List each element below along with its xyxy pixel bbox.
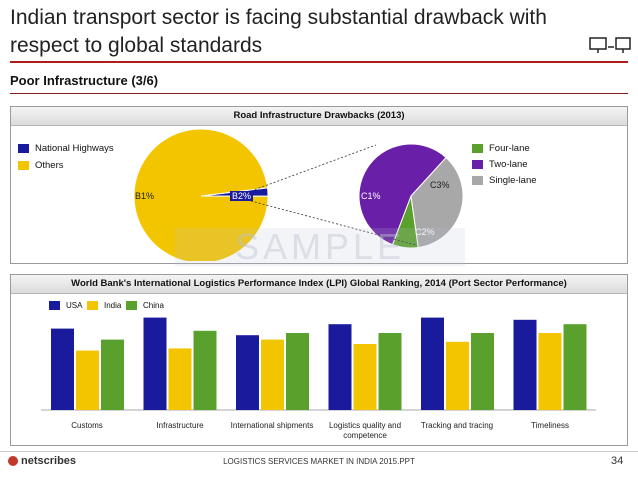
x-tick-label: Customs <box>71 421 103 430</box>
page-number: 34 <box>611 455 624 467</box>
sample-watermark: SAMPLE <box>175 228 465 266</box>
lpi-panel-title: World Bank's International Logistics Per… <box>11 275 627 294</box>
label-b2: B2% <box>230 191 254 201</box>
legend-four-lane: Four-lane <box>472 143 530 154</box>
bar-usa-0 <box>51 328 74 410</box>
bar-india-0 <box>76 350 99 410</box>
bar-india-2 <box>261 339 284 410</box>
bar-usa-1 <box>143 317 167 410</box>
bar-china-5 <box>563 324 587 410</box>
legend-swatch <box>472 160 483 169</box>
legend-two-lane: Two-lane <box>472 159 528 170</box>
bar-usa-3 <box>328 324 352 410</box>
x-tick-label: Logistics quality and competence <box>328 421 402 440</box>
bar-china-3 <box>378 333 402 410</box>
legend-label: Two-lane <box>489 159 528 170</box>
x-tick-label: International shipments <box>230 421 314 430</box>
legend-swatch <box>87 301 98 310</box>
legend-label: National Highways <box>35 143 114 154</box>
bar-india-1 <box>168 348 192 410</box>
label-c3: C3% <box>430 180 450 190</box>
bar-china-1 <box>193 330 217 410</box>
legend-national-highways: National Highways <box>18 143 114 154</box>
legend-swatch <box>49 301 60 310</box>
connector-line-bottom <box>250 200 417 246</box>
legend-single-lane: Single-lane <box>472 175 537 186</box>
legend-label: USA <box>66 301 83 310</box>
section-subtitle: Poor Infrastructure (3/6) <box>10 73 159 88</box>
legend-label: China <box>143 301 164 310</box>
bar-china-0 <box>101 339 124 410</box>
connector-line-top <box>250 144 377 192</box>
legend-swatch <box>18 144 29 153</box>
legend-usa: USA <box>49 301 82 310</box>
label-c1: C1% <box>361 191 381 201</box>
bar-india-3 <box>353 344 377 410</box>
legend-label: Four-lane <box>489 143 530 154</box>
legend-swatch <box>472 176 483 185</box>
road-infrastructure-panel: Road Infrastructure Drawbacks (2013) Nat… <box>10 106 628 264</box>
legend-china: China <box>126 301 164 310</box>
brand-logo: netscribes <box>8 455 76 467</box>
bar-usa-2 <box>236 335 259 410</box>
bar-usa-5 <box>513 319 537 410</box>
bar-usa-4 <box>421 317 444 410</box>
legend-label: India <box>104 301 122 310</box>
x-tick-label: Timeliness <box>531 421 569 430</box>
legend-swatch <box>18 161 29 170</box>
subtitle-divider <box>10 93 628 94</box>
bar-china-4 <box>471 333 494 410</box>
lpi-panel: World Bank's International Logistics Per… <box>10 274 628 446</box>
title-divider <box>10 61 628 63</box>
bar-chart-svg <box>41 317 596 411</box>
presentation-icon <box>588 35 632 55</box>
label-b1: B1% <box>135 191 155 201</box>
legend-label: Single-lane <box>489 175 537 186</box>
pie-charts-svg <box>133 128 464 261</box>
brand-logo-icon <box>8 456 18 466</box>
footer-doc-title: LOGISTICS SERVICES MARKET IN INDIA 2015.… <box>223 457 415 466</box>
bar-india-5 <box>538 333 562 410</box>
legend-india: India <box>87 301 121 310</box>
pie-slice-others <box>133 128 269 261</box>
pie-slice-two-lane <box>358 143 447 246</box>
legend-label: Others <box>35 160 64 171</box>
legend-others: Others <box>18 160 64 171</box>
footer-divider <box>0 451 638 452</box>
label-c2: C2% <box>415 227 435 237</box>
pie-lane-types <box>358 143 464 249</box>
legend-swatch <box>472 144 483 153</box>
x-tick-label: Tracking and tracing <box>420 421 494 430</box>
pie-slice-single-lane <box>410 156 464 249</box>
bar-china-2 <box>286 333 309 410</box>
road-panel-title: Road Infrastructure Drawbacks (2013) <box>11 107 627 126</box>
legend-swatch <box>126 301 137 310</box>
brand-name: netscribes <box>21 455 77 467</box>
page-title: Indian transport sector is facing substa… <box>10 6 547 57</box>
x-tick-label: Infrastructure <box>156 421 204 430</box>
bar-india-4 <box>446 341 469 410</box>
